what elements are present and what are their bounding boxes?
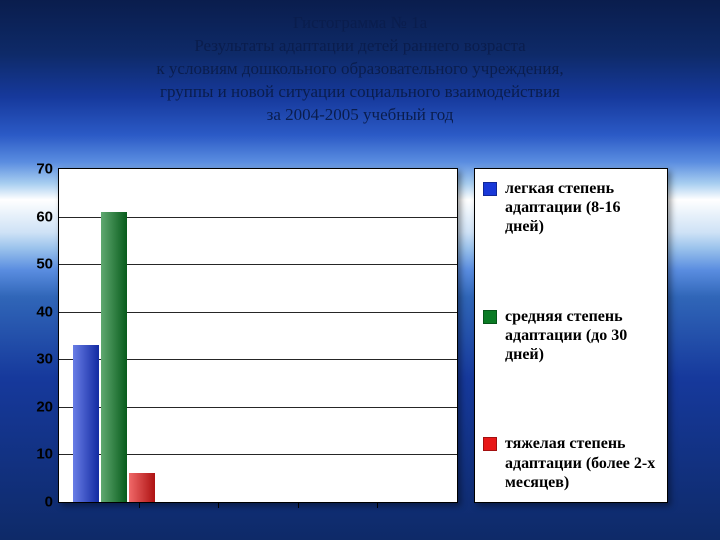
chart-area: 010203040506070 легкая степень адаптации…	[58, 168, 668, 503]
bar	[73, 345, 99, 502]
legend-label: тяжелая степень адаптации (более 2-х мес…	[505, 434, 659, 492]
bar	[129, 473, 155, 502]
y-tick-label: 70	[36, 161, 53, 178]
title-line: Результаты адаптации детей раннего возра…	[0, 35, 720, 58]
bar-group	[73, 169, 155, 502]
y-tick-label: 20	[36, 398, 53, 415]
plot-box: 010203040506070	[58, 168, 458, 503]
title-line: группы и новой ситуации социального взаи…	[0, 81, 720, 104]
y-tick-label: 30	[36, 351, 53, 368]
x-tick	[377, 502, 378, 508]
y-tick-label: 10	[36, 446, 53, 463]
y-tick-label: 60	[36, 208, 53, 225]
y-tick-label: 50	[36, 256, 53, 273]
title-line: Гистограмма № 1а	[0, 12, 720, 35]
chart-title: Гистограмма № 1а Результаты адаптации де…	[0, 0, 720, 127]
y-tick-label: 40	[36, 303, 53, 320]
legend-swatch	[483, 437, 497, 451]
x-tick	[218, 502, 219, 508]
legend-item: тяжелая степень адаптации (более 2-х мес…	[483, 434, 659, 492]
y-axis: 010203040506070	[19, 169, 59, 502]
legend-item: легкая степень адаптации (8-16 дней)	[483, 179, 659, 237]
bar	[101, 212, 127, 502]
legend-swatch	[483, 182, 497, 196]
y-tick-label: 0	[45, 494, 53, 511]
legend: легкая степень адаптации (8-16 дней) сред…	[474, 168, 668, 503]
title-line: за 2004-2005 учебный год	[0, 104, 720, 127]
legend-item: средняя степень адаптации (до 30 дней)	[483, 307, 659, 365]
x-tick	[298, 502, 299, 508]
legend-label: легкая степень адаптации (8-16 дней)	[505, 179, 659, 237]
title-line: к условиям дошкольного образовательного …	[0, 58, 720, 81]
x-tick	[139, 502, 140, 508]
legend-label: средняя степень адаптации (до 30 дней)	[505, 307, 659, 365]
legend-swatch	[483, 310, 497, 324]
